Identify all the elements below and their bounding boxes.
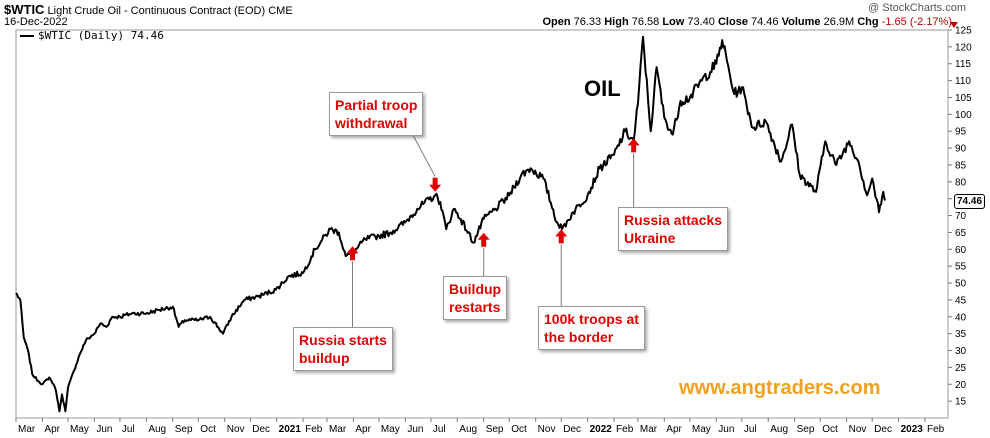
callout-100k-troops: 100k troops at the border (538, 306, 645, 350)
open-label: Open (542, 16, 571, 28)
annotation-arrow-a4 (555, 229, 568, 244)
annotation-arrow-a2 (346, 246, 359, 261)
x-tick-label: Oct (822, 424, 838, 435)
x-tick-label: Dec (252, 424, 270, 435)
description: Light Crude Oil - Continuous Contract (E… (47, 5, 266, 17)
legend: $WTIC (Daily) 74.46 (20, 29, 164, 42)
x-tick-label: Sep (486, 424, 504, 435)
y-tick-label: 110 (955, 76, 971, 87)
x-tick-label: Jun (718, 424, 734, 435)
y-tick-label: 30 (955, 346, 967, 357)
x-tick-label: Oct (200, 424, 216, 435)
credit: @ StockCharts.com (868, 2, 966, 14)
chg-down-arrow-icon (950, 22, 958, 28)
y-tick-label: 120 (955, 42, 972, 53)
y-tick-label: 35 (955, 329, 967, 340)
y-tick-label: 70 (955, 211, 967, 222)
chart-overlay-title: OIL (584, 76, 621, 101)
x-tick-label: 2021 (279, 424, 302, 435)
legend-entry: $WTIC (Daily) 74.46 (38, 29, 164, 42)
chart-title: $WTIC Light Crude Oil - Continuous Contr… (4, 2, 293, 17)
open-value: 76.33 (573, 16, 602, 28)
annotation-arrow-a3 (477, 232, 490, 247)
low-value: 73.40 (687, 16, 715, 28)
x-tick-label: Nov (227, 424, 245, 435)
callout-partial-troop-withdrawal: Partial troop withdrawal (329, 92, 424, 136)
x-tick-label: Feb (305, 424, 323, 435)
y-tick-label: 20 (955, 380, 967, 391)
y-tick-label: 65 (955, 228, 967, 239)
x-tick-label: Nov (849, 424, 867, 435)
callout-russia-attacks-ukraine: Russia attacks Ukraine (618, 207, 729, 251)
exchange: CME (268, 5, 293, 17)
x-tick-label: 2022 (590, 424, 613, 435)
x-tick-label: Apr (666, 424, 682, 435)
volume-value: 26.9M (823, 16, 855, 28)
y-tick-label: 115 (955, 59, 971, 70)
chg-label: Chg (857, 16, 879, 28)
x-tick-label: Jul (744, 424, 757, 435)
chg-value: -1.65 (-2.17%) (881, 16, 952, 28)
x-tick-label: May (381, 424, 400, 435)
x-tick-label: Mar (640, 424, 658, 435)
x-tick-label: 2023 (901, 424, 924, 435)
callout-russia-starts-buildup: Russia starts buildup (293, 327, 393, 371)
x-tick-label: Feb (616, 424, 634, 435)
y-tick-label: 80 (955, 177, 967, 188)
x-tick-label: Jun (96, 424, 112, 435)
symbol: $WTIC (4, 2, 45, 17)
plot-frame (15, 29, 949, 419)
x-tick-label: Sep (175, 424, 193, 435)
price-line (15, 35, 886, 413)
x-tick-label: Apr (355, 424, 371, 435)
x-tick-label: Feb (927, 424, 945, 435)
volume-label: Volume (781, 16, 821, 28)
y-tick-label: 90 (955, 144, 967, 155)
y-tick-label: 40 (955, 312, 967, 323)
x-tick-label: Nov (538, 424, 556, 435)
low-label: Low (662, 16, 685, 28)
x-tick-label: May (692, 424, 711, 435)
chart-date: 16-Dec-2022 (4, 16, 68, 28)
watermark: www.angtraders.com (679, 377, 881, 399)
annotation-arrow-a5 (627, 138, 640, 153)
callout-buildup-restarts: Buildup restarts (443, 276, 508, 320)
y-tick-label: 85 (955, 160, 967, 171)
x-tick-label: Mar (329, 424, 347, 435)
legend-swatch (20, 34, 34, 37)
annotation-leader-a1 (413, 135, 436, 177)
high-label: High (604, 16, 629, 28)
high-value: 76.58 (631, 16, 660, 28)
y-tick-label: 125 (955, 26, 972, 37)
x-tick-label: Oct (511, 424, 527, 435)
y-tick-label: 25 (955, 363, 967, 374)
y-tick-label: 55 (955, 262, 967, 273)
y-tick-label: 45 (955, 295, 967, 306)
y-tick-label: 60 (955, 245, 967, 256)
annotation-arrow-a1 (429, 177, 442, 192)
x-tick-label: Dec (874, 424, 892, 435)
x-tick-label: Aug (148, 424, 166, 435)
x-tick-label: Apr (44, 424, 60, 435)
last-value-tag: 74.46 (954, 194, 986, 209)
x-tick-label: Jun (407, 424, 423, 435)
x-tick-label: Aug (770, 424, 788, 435)
x-tick-label: Aug (459, 424, 477, 435)
close-label: Close (717, 16, 748, 28)
x-tick-label: May (70, 424, 89, 435)
y-tick-label: 105 (955, 93, 972, 104)
y-tick-label: 50 (955, 279, 967, 290)
y-tick-label: 95 (955, 127, 967, 138)
y-tick-label: 100 (955, 110, 972, 121)
close-value: 74.46 (751, 16, 779, 28)
x-tick-label: Mar (18, 424, 36, 435)
x-tick-label: Jul (433, 424, 446, 435)
y-tick-label: 15 (955, 397, 967, 408)
x-tick-label: Dec (563, 424, 581, 435)
x-tick-label: Sep (797, 424, 815, 435)
x-tick-label: Jul (122, 424, 135, 435)
ohlc-readout: Open 76.33 High 76.58 Low 73.40 Close 74… (542, 16, 952, 28)
